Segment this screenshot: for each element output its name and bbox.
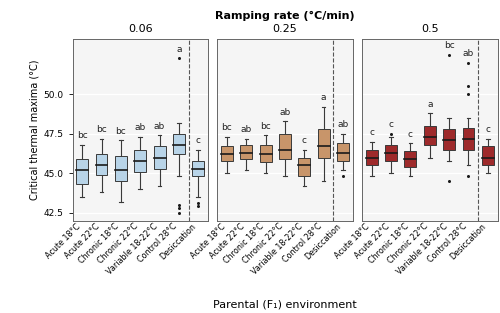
Bar — [318, 129, 330, 157]
Bar — [134, 150, 146, 172]
Bar — [462, 127, 474, 150]
Bar — [298, 157, 310, 177]
Bar — [96, 154, 108, 175]
Bar — [76, 159, 88, 184]
Text: Parental (F₁) environment: Parental (F₁) environment — [213, 300, 357, 310]
Text: bc: bc — [96, 125, 107, 134]
Bar — [260, 145, 272, 162]
Bar — [443, 129, 455, 150]
Text: 0.5: 0.5 — [421, 24, 438, 34]
Text: bc: bc — [77, 131, 88, 140]
Text: ab: ab — [134, 123, 146, 132]
Bar — [424, 126, 436, 145]
Text: bc: bc — [260, 122, 271, 131]
Text: ab: ab — [463, 49, 474, 58]
Text: ab: ab — [338, 120, 348, 129]
Text: c: c — [408, 130, 413, 139]
Text: Ramping rate (°C/min): Ramping rate (°C/min) — [215, 11, 355, 21]
Text: 0.25: 0.25 — [272, 24, 297, 34]
Bar — [366, 150, 378, 165]
Bar — [154, 146, 166, 169]
Y-axis label: Critical thermal maxima (°C): Critical thermal maxima (°C) — [29, 60, 39, 200]
Bar — [173, 134, 185, 154]
Text: c: c — [388, 120, 394, 129]
Bar — [240, 145, 252, 159]
Text: c: c — [370, 128, 374, 137]
Text: bc: bc — [116, 127, 126, 136]
Bar — [337, 143, 349, 161]
Text: bc: bc — [222, 123, 232, 132]
Text: a: a — [427, 100, 432, 109]
Text: c: c — [196, 136, 200, 145]
Text: 0.06: 0.06 — [128, 24, 152, 34]
Text: a: a — [176, 44, 182, 54]
Text: ab: ab — [280, 108, 290, 117]
Bar — [279, 134, 291, 159]
Text: bc: bc — [444, 41, 454, 50]
Bar — [482, 146, 494, 165]
Text: a: a — [321, 94, 326, 102]
Bar — [221, 146, 233, 161]
Text: ab: ab — [240, 125, 252, 134]
Text: ab: ab — [154, 122, 165, 131]
Bar — [385, 145, 397, 161]
Text: c: c — [302, 136, 307, 145]
Bar — [404, 151, 416, 167]
Text: c: c — [486, 125, 490, 134]
Bar — [115, 156, 127, 181]
Bar — [192, 161, 204, 177]
